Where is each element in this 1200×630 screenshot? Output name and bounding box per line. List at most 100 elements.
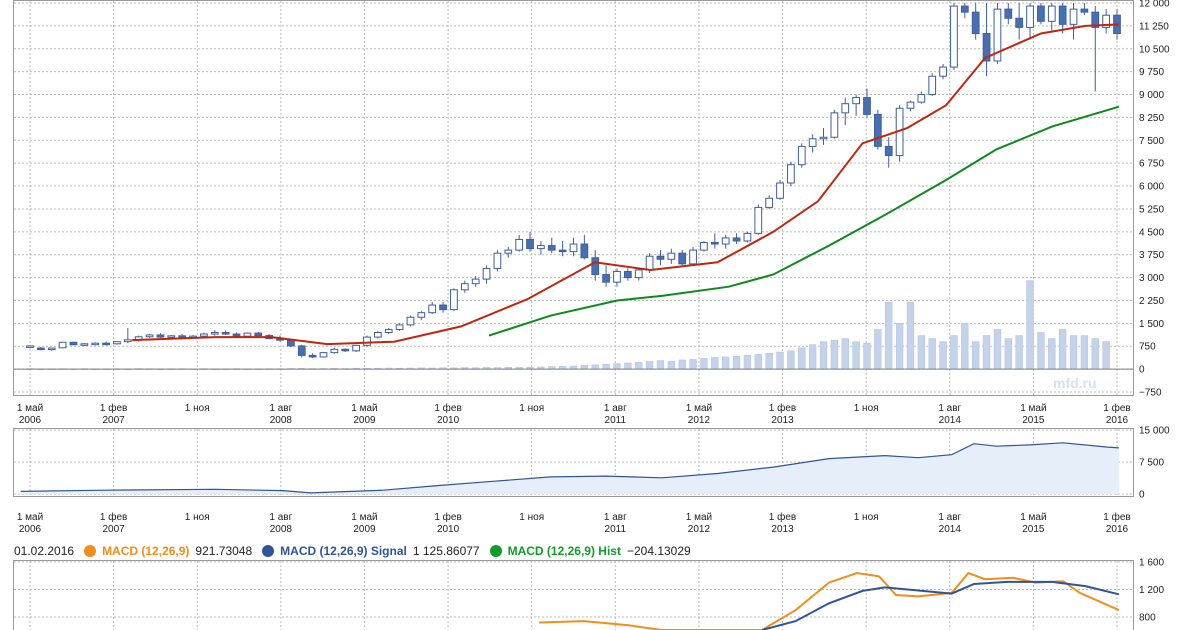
volume-bar [591, 364, 599, 370]
y-tick-label: 12 000 [1139, 0, 1170, 10]
candle [982, 33, 991, 62]
volume-bar [917, 335, 926, 370]
candle [460, 283, 469, 291]
watermark: mfd.ru [1053, 375, 1097, 391]
candle [1080, 8, 1089, 13]
macd-legend-dot [84, 545, 97, 557]
x-tick-label: 1 фев [1103, 511, 1130, 523]
candle [80, 343, 89, 346]
candle [58, 341, 67, 349]
volume-bar [1091, 338, 1099, 370]
y-tick-label: 3 750 [1139, 250, 1164, 261]
candle [395, 324, 404, 330]
y-tick-label: 7 500 [1139, 458, 1164, 469]
x-tick-label: 1 май [351, 403, 377, 414]
x-tick-year: 2010 [437, 524, 460, 535]
candle [373, 332, 382, 338]
y-tick-label: 1 600 [1139, 558, 1164, 569]
macd-legend: 01.02.2016 MACD (12,26,9) 921.73048 MACD… [14, 543, 691, 559]
candle [1069, 8, 1078, 25]
volume-bar [961, 323, 969, 370]
candle [689, 249, 697, 265]
x-tick-label: 1 ноя [854, 512, 879, 523]
legend-date: 01.02.2016 [14, 544, 75, 558]
volume-bar [852, 341, 860, 370]
candle [841, 103, 850, 114]
volume-bar [863, 342, 871, 370]
x-tick-label: 1 май [1020, 512, 1046, 523]
candle [428, 304, 437, 314]
x-tick-label: 1 май [686, 403, 712, 414]
candle [493, 252, 502, 269]
volume-bar [602, 363, 610, 370]
volume-bar [635, 362, 643, 370]
x-tick-label: 1 май [17, 512, 43, 523]
signal-legend-name: MACD (12,26,9) Signal [280, 544, 407, 558]
x-tick-year: 2015 [1022, 524, 1045, 535]
candle [732, 237, 741, 242]
candle [330, 348, 339, 354]
candle [797, 145, 806, 166]
x-tick-label: 1 фев [1103, 402, 1130, 414]
candle [623, 270, 632, 279]
candle [580, 243, 589, 259]
x-tick-year: 2013 [771, 524, 794, 535]
y-tick-label: 3 000 [1139, 273, 1164, 284]
volume-bar [808, 344, 817, 370]
x-tick-label: 1 май [17, 403, 43, 414]
candle [308, 354, 317, 358]
x-tick-year: 2006 [19, 415, 42, 426]
signal-legend-value: 1 125.86077 [412, 544, 480, 558]
volume-area [20, 442, 1119, 494]
volume-bar [700, 358, 708, 370]
volume-bar [776, 351, 784, 370]
y-tick-label: −750 [1139, 388, 1162, 399]
candle [287, 339, 295, 347]
y-tick-label: 0 [1139, 490, 1145, 501]
candle [613, 270, 621, 283]
x-tick-year: 2007 [102, 415, 125, 426]
x-tick-label: 1 ноя [519, 512, 544, 523]
macd-legend-value: 921.73048 [195, 544, 253, 558]
x-tick-label: 1 фев [434, 511, 461, 523]
candle [808, 138, 817, 147]
y-tick-label: 2 250 [1139, 296, 1164, 307]
candle [504, 249, 513, 254]
candle [384, 328, 393, 334]
candle [254, 332, 263, 337]
candle [91, 342, 100, 346]
x-tick-year: 2014 [939, 524, 962, 535]
candle [602, 274, 610, 283]
candle [678, 252, 687, 265]
candle [537, 245, 545, 250]
volume-bar [950, 335, 958, 370]
volume-bar [787, 350, 795, 370]
candle [26, 345, 34, 348]
candle [167, 335, 176, 338]
candle [787, 164, 795, 184]
x-tick-year: 2014 [939, 415, 962, 426]
x-tick-year: 2009 [353, 415, 376, 426]
candle [928, 75, 937, 96]
volume-bar [830, 339, 839, 370]
candle [819, 136, 828, 140]
macd-legend-name: MACD (12,26,9) [102, 544, 190, 558]
volume-bar [689, 359, 697, 370]
candle [417, 312, 426, 318]
price-panel-frame [13, 0, 1134, 396]
volume-bar [1058, 329, 1067, 370]
volume-bar [1102, 341, 1110, 370]
volume-panel-frame [13, 428, 1134, 497]
candle [971, 11, 980, 35]
x-tick-label: 1 ноя [519, 403, 544, 414]
y-tick-label: 7 500 [1139, 136, 1164, 147]
y-tick-label: 0 [1139, 365, 1145, 376]
candle [884, 145, 893, 157]
x-tick-year: 2015 [1022, 415, 1045, 426]
candle [765, 197, 774, 208]
volume-bar [874, 329, 882, 370]
x-tick-year: 2007 [102, 524, 125, 535]
volume-bar [667, 360, 675, 370]
candle [1047, 5, 1056, 22]
